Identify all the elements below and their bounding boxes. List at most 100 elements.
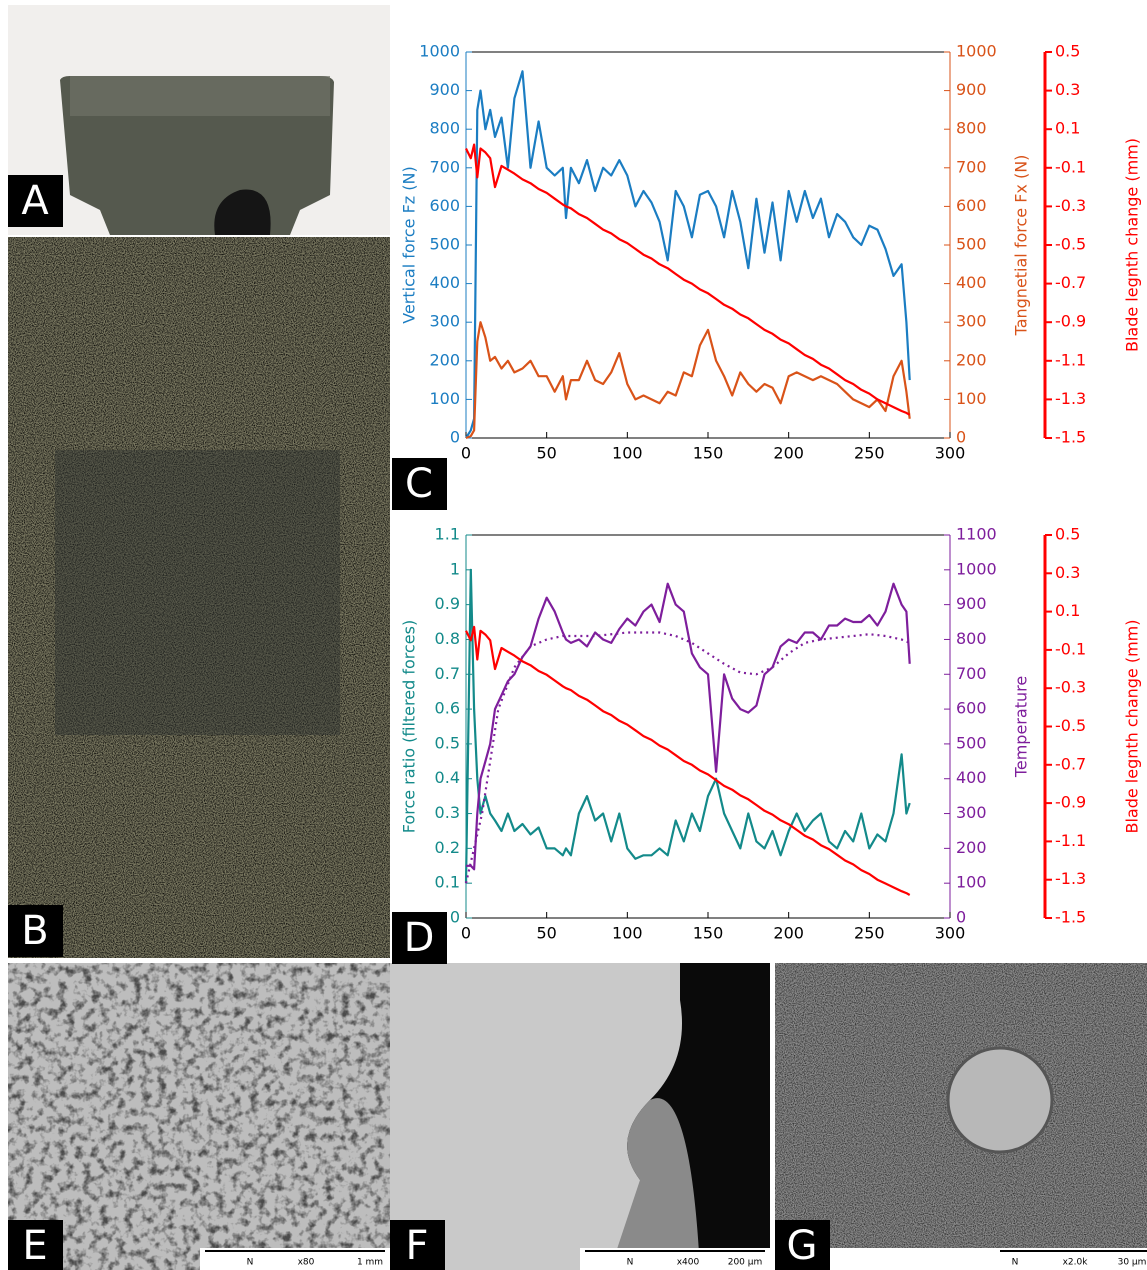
y3-tick-label: 0.5 xyxy=(1055,525,1080,544)
y3-tick-label: -1.1 xyxy=(1055,350,1086,369)
panel-label-box xyxy=(775,1220,830,1270)
y-tick-label: 0.2 xyxy=(435,838,460,857)
scale-text: 30 µm xyxy=(1118,1258,1147,1268)
y3-tick-label: -0.7 xyxy=(1055,273,1086,292)
y3-tick-label: -0.9 xyxy=(1055,312,1086,331)
y2-tick-label: 100 xyxy=(956,389,987,408)
photo-f xyxy=(390,963,770,1270)
y2-tick-label: 800 xyxy=(956,629,987,648)
y3-tick-label: -0.1 xyxy=(1055,157,1086,176)
y-tick-label: 0.3 xyxy=(435,803,460,822)
photo-e xyxy=(8,963,390,1270)
panel-label-box xyxy=(8,905,63,957)
y-tick-label: 600 xyxy=(429,196,460,215)
x-tick-label: 250 xyxy=(854,444,885,463)
y-tick-label: 0.4 xyxy=(435,768,460,787)
x-tick-label: 100 xyxy=(612,444,643,463)
y-tick-label: 0 xyxy=(450,908,460,927)
y2-tick-label: 100 xyxy=(956,873,987,892)
x-tick-label: 250 xyxy=(854,924,885,943)
y-tick-label: 0.7 xyxy=(435,664,460,683)
y-tick-label: 700 xyxy=(429,157,460,176)
y2-tick-label: 300 xyxy=(956,803,987,822)
data-line xyxy=(465,143,911,416)
y2-tick-label: 300 xyxy=(956,312,987,331)
scale-text: N xyxy=(627,1258,634,1268)
data-line xyxy=(464,568,911,884)
y3-tick-label: 0.1 xyxy=(1055,119,1080,138)
x-tick-label: 200 xyxy=(773,924,804,943)
panel-label: E xyxy=(22,1223,47,1269)
y2-tick-label: 0 xyxy=(956,908,966,927)
scale-text: 1 mm xyxy=(357,1258,383,1268)
y-tick-label: 0.1 xyxy=(435,873,460,892)
y-tick-label: 500 xyxy=(429,235,460,254)
y3-tick-label: -0.9 xyxy=(1055,793,1086,812)
x-tick-label: 0 xyxy=(461,444,471,463)
data-line xyxy=(464,631,911,884)
y2-tick-label: 1100 xyxy=(956,525,997,544)
y2-tick-label: 1000 xyxy=(956,559,997,578)
y-tick-label: 0.6 xyxy=(435,699,460,718)
y-tick-label: 100 xyxy=(429,389,460,408)
y-tick-label: 900 xyxy=(429,80,460,99)
y2-tick-label: 1000 xyxy=(956,42,997,61)
x-tick-label: 150 xyxy=(693,444,724,463)
y2-tick-label: 600 xyxy=(956,196,987,215)
y2-tick-label: 400 xyxy=(956,768,987,787)
y3-tick-label: -0.3 xyxy=(1055,678,1086,697)
y3-tick-label: -0.5 xyxy=(1055,235,1086,254)
y-tick-label: 300 xyxy=(429,312,460,331)
y3-tick-label: -1.3 xyxy=(1055,869,1086,888)
y-tick-label: 0.5 xyxy=(435,733,460,752)
y3-tick-label: -1.1 xyxy=(1055,831,1086,850)
panel-label: F xyxy=(405,1223,428,1269)
panel-label-box xyxy=(8,1220,63,1270)
y-tick-label: 1.1 xyxy=(435,525,460,544)
x-tick-label: 50 xyxy=(536,924,556,943)
x-tick-label: 150 xyxy=(693,924,724,943)
photo-b xyxy=(8,237,390,958)
y3-tick-label: -0.5 xyxy=(1055,716,1086,735)
y3-tick-label: 0.3 xyxy=(1055,563,1080,582)
y2-tick-label: 900 xyxy=(956,80,987,99)
y3-axis-label: Blade legnth change (mm) xyxy=(1123,138,1142,352)
y3-tick-label: -1.3 xyxy=(1055,389,1086,408)
x-tick-label: 200 xyxy=(773,444,804,463)
y-tick-label: 200 xyxy=(429,350,460,369)
y2-tick-label: 0 xyxy=(956,428,966,447)
y2-tick-label: 500 xyxy=(956,235,987,254)
y2-tick-label: 200 xyxy=(956,350,987,369)
panel-label: G xyxy=(787,1223,818,1269)
x-tick-label: 0 xyxy=(461,924,471,943)
y2-tick-label: 600 xyxy=(956,699,987,718)
y2-tick-label: 700 xyxy=(956,664,987,683)
y3-tick-label: -1.5 xyxy=(1055,428,1086,447)
data-line xyxy=(465,625,911,896)
x-tick-label: 100 xyxy=(612,924,643,943)
x-tick-label: 300 xyxy=(935,924,966,943)
y2-tick-label: 500 xyxy=(956,733,987,752)
y2-axis-label: Temperature xyxy=(1012,676,1031,778)
x-tick-label: 50 xyxy=(536,444,556,463)
scale-text: x80 xyxy=(298,1258,315,1268)
data-line xyxy=(465,321,911,440)
y3-tick-label: 0.3 xyxy=(1055,80,1080,99)
y-axis-label: Vertical force Fz (N) xyxy=(400,166,419,324)
y2-tick-label: 700 xyxy=(956,157,987,176)
y-tick-label: 400 xyxy=(429,273,460,292)
panel-label-box xyxy=(392,912,447,964)
scale-text: N xyxy=(247,1258,254,1268)
panel-label: C xyxy=(405,461,433,507)
y-tick-label: 1 xyxy=(450,559,460,578)
panel-label-box xyxy=(392,458,447,510)
y2-tick-label: 800 xyxy=(956,119,987,138)
y2-axis-label: Tangnetial force Fx (N) xyxy=(1012,155,1031,337)
y-tick-label: 800 xyxy=(429,119,460,138)
y3-tick-label: 0.1 xyxy=(1055,601,1080,620)
photo-a xyxy=(8,5,390,235)
scale-text: N xyxy=(1012,1258,1019,1268)
data-line xyxy=(465,70,911,439)
panel-label: D xyxy=(404,915,435,961)
